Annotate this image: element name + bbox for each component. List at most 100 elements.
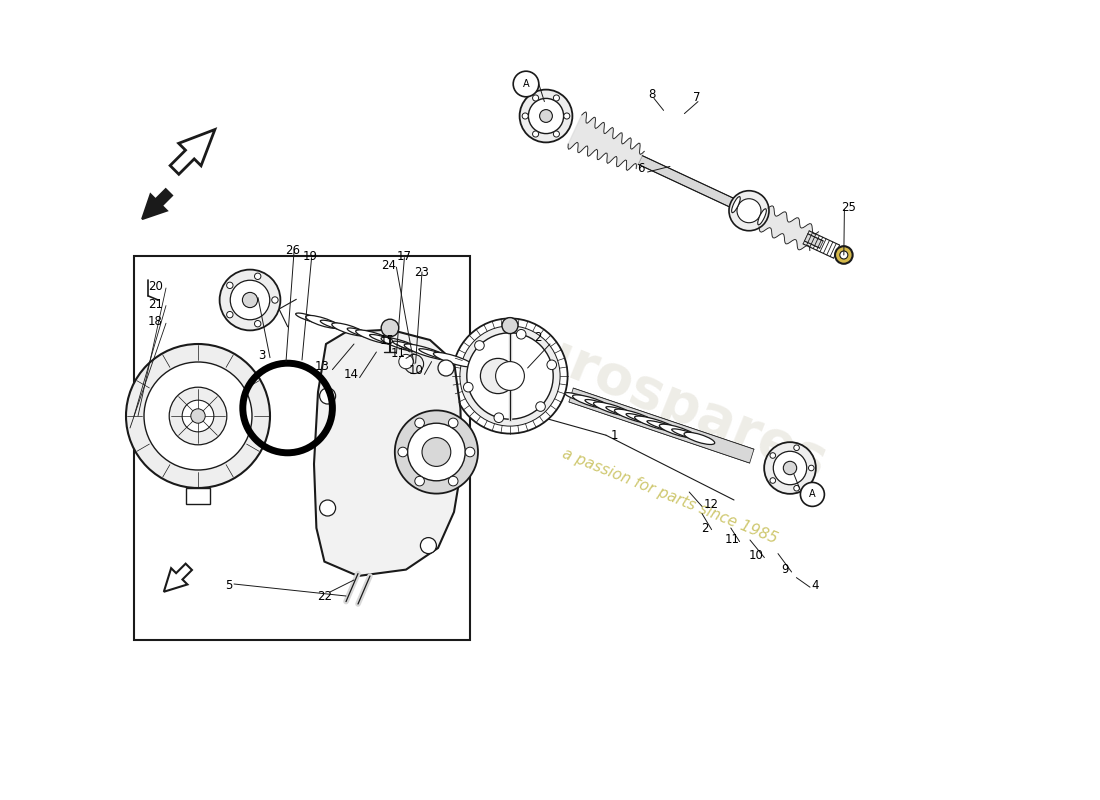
Circle shape [764,442,816,494]
Ellipse shape [626,414,664,426]
Ellipse shape [355,330,394,344]
Circle shape [272,297,278,303]
Text: 2: 2 [701,522,708,534]
Text: 11: 11 [390,347,406,360]
Circle shape [220,270,280,330]
Text: 4: 4 [812,579,820,592]
Text: 10: 10 [409,364,424,377]
Text: 19: 19 [302,250,318,262]
Circle shape [532,95,539,101]
Ellipse shape [573,395,609,409]
Polygon shape [142,189,172,219]
Circle shape [449,476,458,486]
Circle shape [382,319,399,337]
Circle shape [420,538,437,554]
Text: 11: 11 [725,533,740,546]
Circle shape [494,413,504,422]
Text: 13: 13 [315,360,329,373]
Ellipse shape [332,323,365,336]
Circle shape [183,400,213,432]
Ellipse shape [564,393,595,403]
Text: 20: 20 [148,280,163,293]
Ellipse shape [594,402,631,416]
Circle shape [522,113,528,119]
Ellipse shape [381,338,421,352]
Circle shape [395,410,478,494]
Ellipse shape [306,315,340,328]
Circle shape [399,354,414,369]
Circle shape [475,341,484,350]
Text: 10: 10 [749,549,763,562]
Text: 9: 9 [781,563,789,576]
Circle shape [466,333,553,419]
Circle shape [729,190,769,230]
Text: 14: 14 [344,368,359,381]
Circle shape [502,318,518,334]
Text: 8: 8 [648,88,656,101]
Circle shape [564,113,570,119]
Ellipse shape [348,328,376,338]
Ellipse shape [296,313,323,323]
Text: 2: 2 [535,331,541,344]
Text: 1: 1 [610,429,618,442]
Ellipse shape [370,334,406,347]
Polygon shape [638,156,751,215]
Ellipse shape [585,399,618,411]
Circle shape [801,482,824,506]
Text: eurospares: eurospares [490,310,835,490]
Circle shape [835,246,852,264]
Polygon shape [569,388,754,463]
Circle shape [547,360,557,370]
Text: 3: 3 [258,350,266,362]
Circle shape [770,478,776,483]
Circle shape [496,362,525,390]
Circle shape [438,360,454,376]
Text: 26: 26 [285,244,300,257]
Bar [134,256,470,640]
Text: 7: 7 [693,91,700,104]
Polygon shape [759,206,818,250]
Polygon shape [164,564,192,592]
Circle shape [808,465,814,470]
Circle shape [553,131,560,137]
Polygon shape [568,112,645,170]
Circle shape [460,326,560,426]
Circle shape [528,98,563,134]
Circle shape [230,280,270,320]
Ellipse shape [635,416,678,431]
Circle shape [190,409,206,423]
Ellipse shape [393,341,436,355]
Circle shape [254,321,261,327]
Circle shape [408,423,465,481]
Circle shape [553,95,560,101]
Circle shape [415,418,425,428]
Circle shape [452,318,568,434]
Text: 23: 23 [415,266,429,278]
Text: 6: 6 [638,162,645,174]
Circle shape [169,387,227,445]
Circle shape [737,198,761,222]
Circle shape [839,251,848,259]
Polygon shape [314,330,462,576]
Circle shape [519,90,572,142]
Text: 18: 18 [148,315,163,328]
Text: 25: 25 [842,201,856,214]
Polygon shape [290,306,454,365]
Text: A: A [810,490,816,499]
Circle shape [532,131,539,137]
Circle shape [773,451,806,485]
Ellipse shape [433,352,473,367]
Circle shape [794,486,800,491]
Ellipse shape [419,349,462,363]
Circle shape [516,330,526,339]
Circle shape [398,447,408,457]
Ellipse shape [647,421,686,434]
Text: 21: 21 [148,298,163,310]
Text: 24: 24 [381,259,396,272]
Ellipse shape [615,409,654,424]
Text: 5: 5 [224,579,232,592]
Circle shape [254,273,261,279]
Ellipse shape [758,209,767,225]
Polygon shape [170,130,214,174]
Circle shape [320,388,336,404]
